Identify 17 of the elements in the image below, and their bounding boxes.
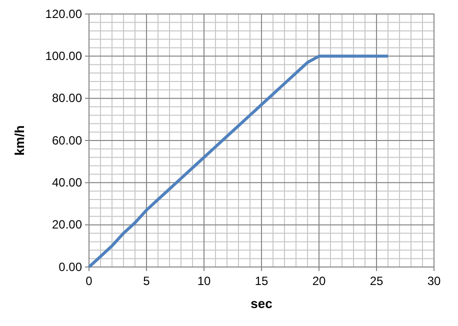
y-axis-title: km/h <box>12 125 27 156</box>
x-tick-label: 0 <box>86 274 93 288</box>
y-tick-label: 60.00 <box>52 133 82 148</box>
y-tick-label: 20.00 <box>52 218 82 232</box>
x-tick-label: 30 <box>427 274 441 288</box>
y-tick-label: 80.00 <box>52 91 82 106</box>
x-tick-label: 5 <box>143 274 150 288</box>
x-tick-label: 20 <box>312 274 326 288</box>
x-tick-label: 15 <box>254 274 268 288</box>
y-tick-label: 40.00 <box>52 176 82 190</box>
y-tick-label: 100.00 <box>45 49 82 64</box>
line-series <box>88 54 390 268</box>
x-tick-label: 25 <box>370 274 384 288</box>
x-tick-label: 10 <box>197 274 211 288</box>
x-axis-title: sec <box>250 296 272 311</box>
y-tick-label: 0.00 <box>58 260 82 274</box>
y-tick-label: 120.00 <box>45 6 82 21</box>
